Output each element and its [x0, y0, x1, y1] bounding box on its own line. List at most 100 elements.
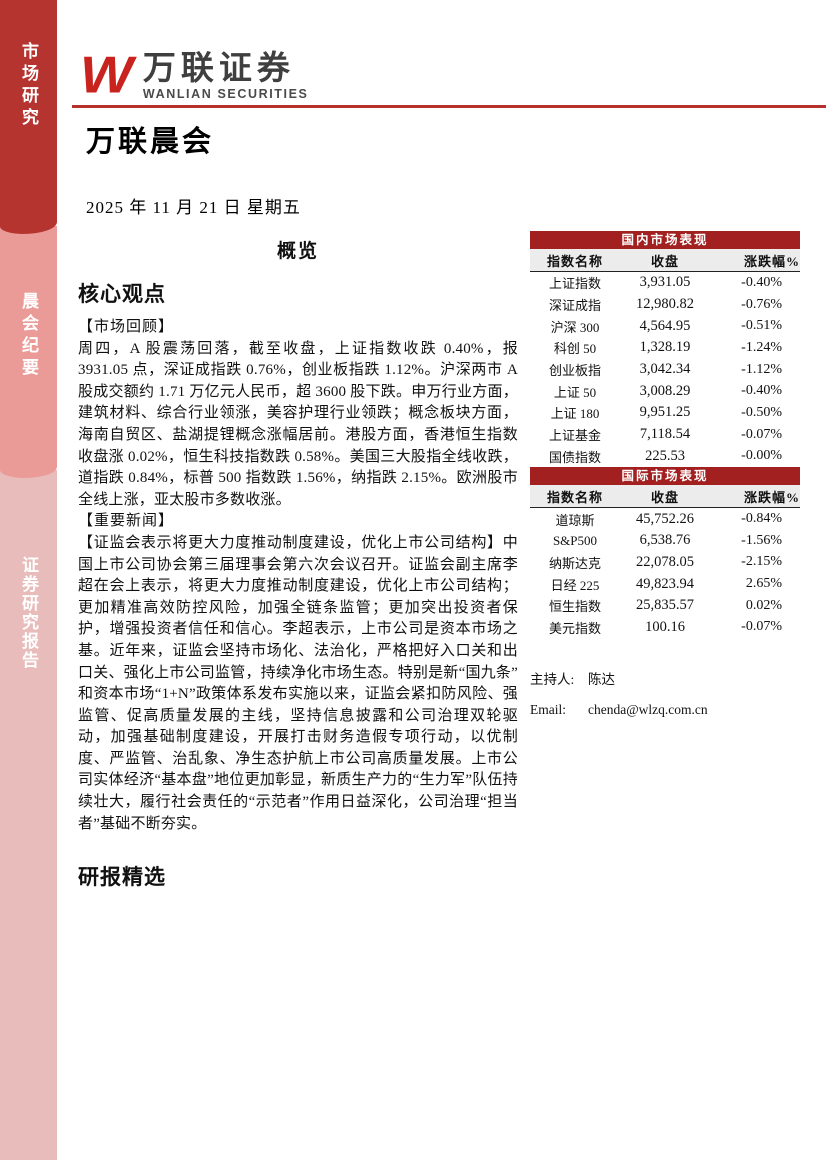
sidebar-section-market-research: 市场研究 [0, 0, 57, 234]
close-value: 3,008.29 [639, 382, 691, 399]
column-header: 指数名称 [530, 485, 620, 509]
change-percent: -0.07% [741, 619, 782, 635]
close-value: 22,078.05 [636, 553, 694, 570]
company-name-cn: 万联证券 [142, 51, 295, 87]
core-views-heading: 核心观点 [78, 282, 166, 306]
index-name: 上证 180 [550, 406, 600, 422]
sidebar: 市场研究 晨会纪要 证券研究报告 [0, 0, 57, 1160]
host-label: 主持人: [530, 672, 575, 688]
table-row: 日经 225 49,823.94 2.65% [530, 573, 800, 595]
change-percent: -0.84% [741, 511, 782, 527]
report-title: 万联晨会 [86, 126, 215, 158]
sidebar-label-morning-notes: 晨会纪要 [19, 292, 38, 380]
close-value: 49,823.94 [636, 575, 694, 592]
market-data-column: 国内市场表现 指数名称 收盘 涨跌幅% 上证指数 3,931.05 -0.40% 深证成指 12… [530, 231, 800, 732]
change-percent: -0.40% [741, 383, 782, 399]
host-name: 陈达 [588, 672, 615, 688]
index-name: 美元指数 [548, 620, 601, 636]
table-row: 上证指数 3,931.05 -0.40% [530, 272, 800, 294]
market-table: 国际市场表现 指数名称 收盘 涨跌幅% 道琼斯 45,752.26 -0.84% S&P500… [530, 467, 800, 638]
table-row: 科创 50 1,328.19 -1.24% [530, 337, 800, 359]
change-percent: -0.76% [741, 296, 782, 312]
email-row: Email: chenda@wlzq.com.cn [530, 702, 800, 718]
index-name: 深证成指 [548, 298, 601, 314]
change-percent: 2.65% [745, 576, 782, 592]
change-percent: -0.00% [741, 448, 782, 464]
column-header: 涨跌幅% [710, 485, 800, 509]
close-value: 100.16 [645, 618, 685, 635]
index-name: 国债指数 [548, 449, 601, 465]
domestic-market-table-container: 国内市场表现 指数名称 收盘 涨跌幅% 上证指数 3,931.05 -0.40% 深证成指 12… [530, 231, 800, 467]
index-name: 道琼斯 [555, 512, 595, 528]
column-header: 涨跌幅% [710, 249, 800, 272]
important-news-label: 【重要新闻】 [78, 513, 175, 530]
index-name: 日经 225 [550, 577, 600, 593]
table-row: 上证基金 7,118.54 -0.07% [530, 424, 800, 446]
close-value: 6,538.76 [639, 532, 691, 549]
table-row: 深证成指 12,980.82 -0.76% [530, 294, 800, 316]
change-percent: -0.07% [741, 426, 782, 442]
table-row: 道琼斯 45,752.26 -0.84% [530, 508, 800, 530]
index-name: 科创 50 [553, 341, 597, 357]
sidebar-label-market-research: 市场研究 [19, 42, 38, 130]
change-percent: -0.50% [741, 404, 782, 420]
email-label: Email: [530, 702, 566, 718]
overview-column: 概览 核心观点 【市场回顾】 周四，A 股震荡回落，截至收盘，上证指数收跌 0.… [78, 236, 518, 891]
close-value: 7,118.54 [639, 426, 691, 443]
index-name: 上证基金 [548, 428, 601, 444]
table-row: 上证 50 3,008.29 -0.40% [530, 380, 800, 402]
close-value: 25,835.57 [636, 597, 694, 614]
close-value: 12,980.82 [636, 296, 694, 313]
market-review-label: 【市场回顾】 [78, 319, 175, 335]
company-logo-text: 万联证券 WANLIAN SECURITIES [143, 52, 309, 101]
change-percent: -0.40% [741, 274, 782, 290]
market-table: 国内市场表现 指数名称 收盘 涨跌幅% 上证指数 3,931.05 -0.40% 深证成指 12… [530, 231, 800, 467]
table-title: 国际市场表现 [530, 467, 800, 486]
close-value: 45,752.26 [636, 510, 694, 527]
table-row: 上证 180 9,951.25 -0.50% [530, 402, 800, 424]
contact-block: 主持人: 陈达 Email: chenda@wlzq.com.cn [530, 668, 800, 718]
report-date: 2025 年 11 月 21 日 星期五 [86, 198, 301, 217]
close-value: 3,042.34 [639, 361, 691, 378]
change-percent: -1.56% [741, 532, 782, 548]
change-percent: -0.51% [741, 318, 782, 334]
market-review-text: 周四，A 股震荡回落，截至收盘，上证指数收跌 0.40%，报 3931.05 点… [78, 340, 518, 508]
close-value: 225.53 [645, 447, 685, 464]
table-row: 创业板指 3,042.34 -1.12% [530, 359, 800, 381]
company-name-en: WANLIAN SECURITIES [142, 87, 309, 101]
index-name: 上证指数 [548, 276, 601, 292]
international-market-table-container: 国际市场表现 指数名称 收盘 涨跌幅% 道琼斯 45,752.26 -0.84% S&P500… [530, 467, 800, 638]
important-news-text: 【证监会表示将更大力度推动制度建设，优化上市公司结构】中国上市公司协会第三届理事… [78, 534, 518, 832]
change-percent: -2.15% [741, 554, 782, 570]
change-percent: 0.02% [745, 597, 782, 613]
column-header: 指数名称 [530, 249, 620, 272]
table-row: 沪深 300 4,564.95 -0.51% [530, 315, 800, 337]
change-percent: -1.12% [741, 361, 782, 377]
change-percent: -1.24% [741, 339, 782, 355]
table-row: 纳斯达克 22,078.05 -2.15% [530, 552, 800, 574]
table-row: 恒生指数 25,835.57 0.02% [530, 595, 800, 617]
company-logo: W 万联证券 WANLIAN SECURITIES [80, 45, 309, 104]
close-value: 3,931.05 [639, 274, 691, 291]
overview-heading: 概览 [276, 241, 319, 262]
header-divider [72, 105, 826, 108]
table-row: S&P500 6,538.76 -1.56% [530, 530, 800, 552]
index-name: 上证 50 [553, 384, 597, 400]
index-name: 纳斯达克 [548, 555, 601, 571]
host-row: 主持人: 陈达 [530, 668, 800, 688]
index-name: 恒生指数 [548, 599, 601, 615]
index-name: S&P500 [552, 532, 598, 548]
close-value: 4,564.95 [639, 317, 691, 334]
sidebar-section-research-report: 证券研究报告 [0, 470, 57, 1160]
sidebar-label-research-report: 证券研究报告 [19, 556, 38, 670]
wanlian-w-logo-icon: W [80, 45, 133, 104]
column-header: 收盘 [620, 485, 710, 509]
close-value: 1,328.19 [639, 339, 691, 356]
index-name: 沪深 300 [550, 319, 600, 335]
table-row: 国债指数 225.53 -0.00% [530, 446, 800, 468]
sidebar-section-morning-notes: 晨会纪要 [0, 226, 57, 478]
report-picks-heading: 研报精选 [78, 865, 166, 890]
column-header: 收盘 [620, 249, 710, 272]
table-title: 国内市场表现 [530, 231, 800, 249]
